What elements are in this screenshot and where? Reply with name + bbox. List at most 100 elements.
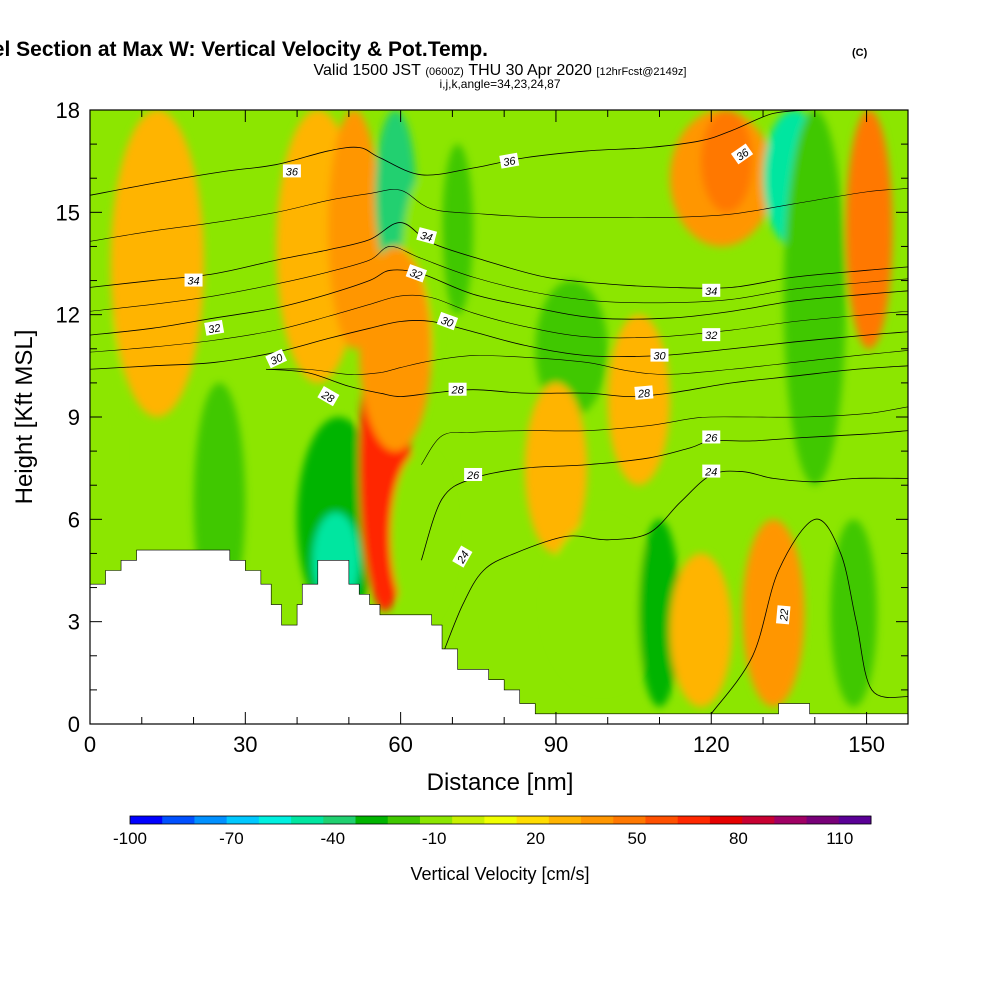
- colorbar-swatch: [130, 816, 163, 824]
- contour-label-24: 24: [702, 464, 721, 479]
- contour-minor-5: [90, 246, 908, 312]
- colorbar-swatch: [387, 816, 421, 824]
- contour-label-32: 32: [204, 319, 225, 336]
- colorbar-swatch: [548, 816, 582, 824]
- y-tick-label: 0: [68, 712, 80, 737]
- colorbar-swatch: [774, 816, 808, 824]
- contour-label-36: 36: [282, 164, 301, 178]
- colorbar-swatch: [613, 816, 646, 824]
- contour-36: [90, 110, 815, 196]
- colorbar-swatch: [323, 816, 357, 824]
- velocity-cell-25: [742, 519, 805, 707]
- colorbar-tick-label: -100: [113, 829, 147, 848]
- x-tick-label: 60: [388, 732, 412, 757]
- colorbar-swatch: [838, 816, 872, 824]
- velocity-cell-9: [783, 110, 846, 486]
- contour-label-28: 28: [448, 382, 467, 397]
- y-tick-label: 18: [56, 98, 80, 123]
- colorbar-swatch: [291, 816, 324, 824]
- contour-label-text: 36: [286, 166, 299, 178]
- contour-label-32: 32: [405, 264, 428, 283]
- x-tick-label: 150: [848, 732, 885, 757]
- velocity-cell-17: [359, 246, 432, 452]
- contour-label-text: 28: [636, 388, 651, 401]
- colorbar-tick-label: 110: [826, 829, 853, 848]
- colorbar-swatch: [645, 816, 679, 824]
- velocity-cell-23: [638, 519, 681, 707]
- colorbar: [129, 815, 872, 825]
- colorbar-frame: [129, 815, 872, 825]
- contour-label-36: 36: [499, 152, 520, 169]
- colorbar-swatch: [806, 816, 840, 824]
- contour-label-text: 28: [450, 385, 464, 397]
- velocity-cell-7: [700, 110, 753, 213]
- contour-label-text: 32: [705, 330, 717, 342]
- contour-label-text: 32: [207, 322, 221, 336]
- contour-label-24: 24: [452, 545, 473, 568]
- colorbar-swatch: [258, 816, 292, 824]
- colorbar-swatch: [742, 816, 775, 824]
- contour-label-text: 24: [704, 467, 717, 479]
- contour-label-text: 22: [778, 608, 791, 622]
- colorbar-swatch: [419, 816, 453, 824]
- contour-label-26: 26: [702, 430, 721, 444]
- colorbar-tick-label: -10: [422, 829, 447, 848]
- contour-minor-4: [90, 294, 908, 353]
- y-axis-label: Height [Kft MSL]: [11, 330, 38, 505]
- colorbar-swatch: [194, 816, 228, 824]
- contour-minor-3: [266, 350, 908, 375]
- velocity-cell-5: [442, 144, 474, 315]
- colorbar-swatch: [355, 816, 389, 824]
- chart-title: Wind-Parallel Section at Max W: Vertical…: [0, 38, 488, 61]
- velocity-cell-26: [830, 519, 877, 707]
- chart-subtitle: Valid 1500 JST (0600Z) THU 30 Apr 2020 […: [314, 62, 687, 79]
- contour-label-text: 34: [187, 276, 199, 288]
- contour-label-text: 30: [653, 351, 666, 363]
- colorbar-tick-label: 80: [729, 829, 748, 848]
- contour-label-text: 34: [419, 230, 434, 245]
- contour-label-text: 34: [705, 286, 717, 298]
- y-tick-label: 15: [56, 200, 80, 225]
- x-tick-label: 120: [693, 732, 730, 757]
- colorbar-swatch: [162, 816, 195, 824]
- contour-label-text: 36: [502, 155, 517, 169]
- colorbar-swatch: [581, 816, 614, 824]
- terrain: [90, 549, 908, 724]
- colorbar-swatch: [709, 816, 743, 824]
- contour-label-text: 26: [466, 470, 480, 482]
- contour-label-text: 32: [408, 267, 424, 282]
- contour-label-34: 34: [416, 227, 438, 245]
- colorbar-tick-label: 50: [628, 829, 647, 848]
- contour-32: [90, 269, 908, 336]
- y-tick-label: 9: [68, 405, 80, 430]
- velocity-cell-19: [535, 280, 608, 417]
- contour-34: [90, 222, 908, 289]
- y-tick-label: 3: [68, 610, 80, 635]
- velocity-cell-0: [110, 110, 204, 417]
- velocity-cell-20: [524, 382, 588, 554]
- velocity-cell-18: [390, 451, 453, 622]
- copyright-mark: (C): [852, 47, 868, 59]
- colorbar-swatch: [677, 816, 711, 824]
- colorbar-swatch: [452, 816, 485, 824]
- colorbar-tick-label: -70: [219, 829, 244, 848]
- contour-26: [420, 430, 908, 561]
- contour-label-30: 30: [436, 311, 459, 331]
- colorbar-swatch: [226, 816, 260, 824]
- colorbar-tick-labels: -100 -70 -40 -10 20 50 80 110: [113, 829, 853, 848]
- contour-22: [710, 518, 908, 714]
- colorbar-swatch: [516, 816, 550, 824]
- y-tick-label: 6: [68, 507, 80, 532]
- contour-28: [265, 365, 908, 397]
- potential-temperature-contours: [90, 110, 908, 714]
- velocity-cell-24: [669, 553, 732, 707]
- x-axis-label: Distance [nm]: [427, 769, 574, 796]
- contour-label-text: 30: [439, 315, 455, 331]
- contour-label-32: 32: [702, 328, 721, 342]
- contour-label-26: 26: [464, 467, 483, 482]
- chart-subtitle-indices: i,j,k,angle=34,23,24,87: [439, 77, 560, 91]
- contour-label-text: 24: [455, 549, 472, 566]
